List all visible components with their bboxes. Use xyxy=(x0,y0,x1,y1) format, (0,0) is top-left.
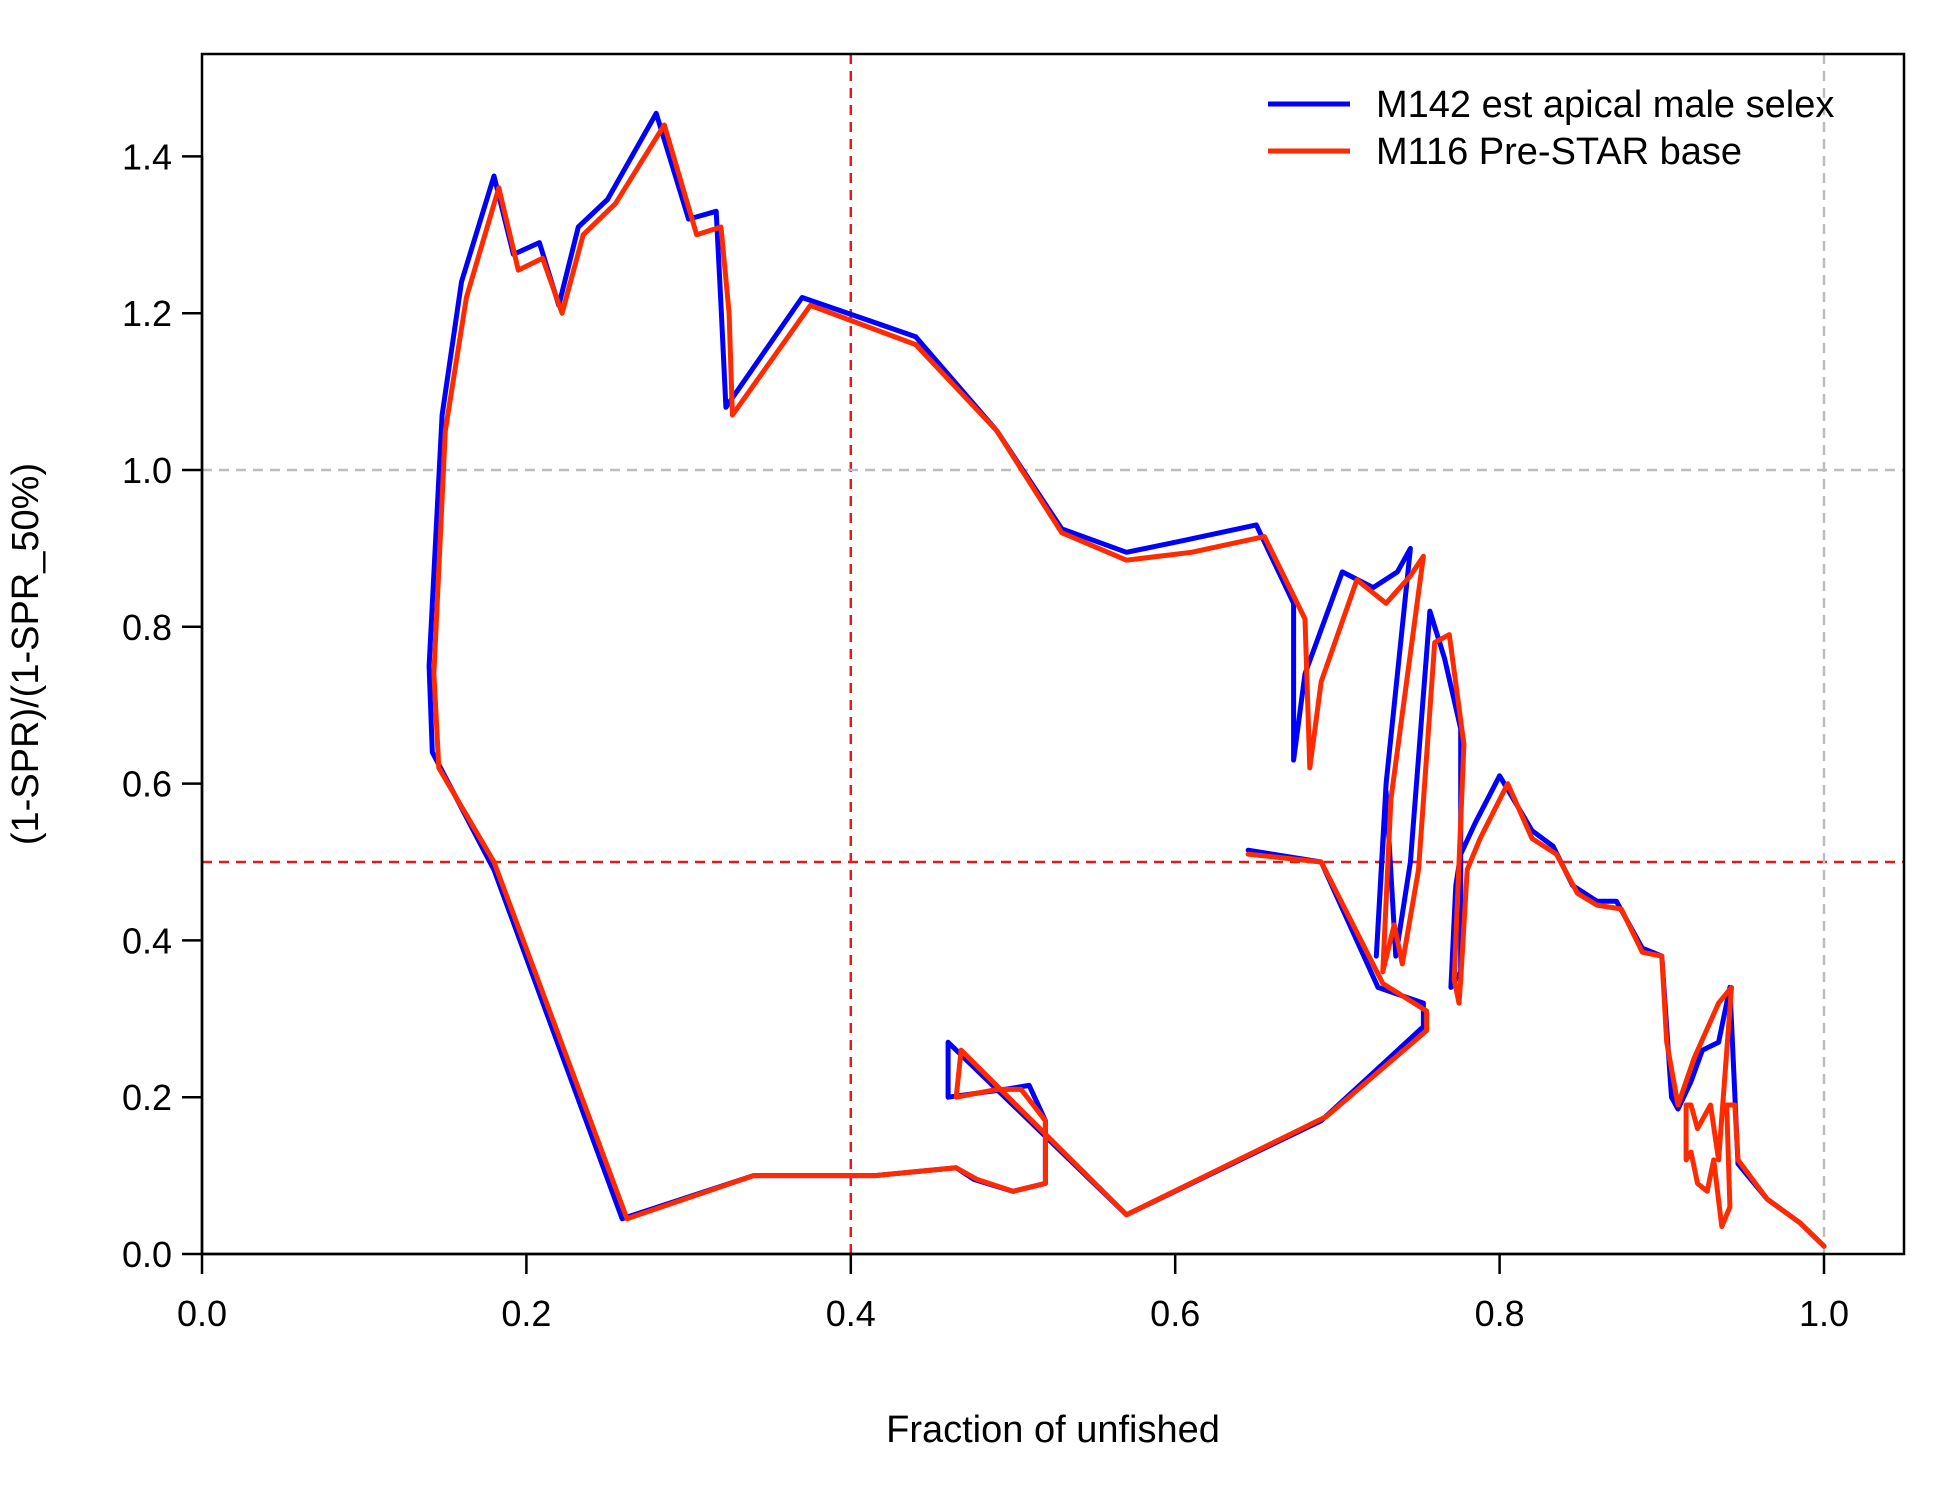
x-tick-label: 1.0 xyxy=(1799,1293,1849,1334)
y-tick-label: 1.2 xyxy=(122,293,172,334)
y-tick-label: 0.4 xyxy=(122,920,172,961)
y-tick-label: 0.8 xyxy=(122,607,172,648)
x-tick-label: 0.0 xyxy=(177,1293,227,1334)
legend-label-2: M116 Pre-STAR base xyxy=(1376,131,1742,173)
x-tick-label: 0.8 xyxy=(1475,1293,1525,1334)
y-tick-label: 1.4 xyxy=(122,136,172,177)
y-tick-label: 1.0 xyxy=(122,450,172,491)
legend-label-1: M142 est apical male selex xyxy=(1376,84,1834,126)
series-layer xyxy=(426,110,1827,1249)
x-tick-label: 0.6 xyxy=(1150,1293,1200,1334)
x-tick-label: 0.2 xyxy=(501,1293,551,1334)
y-axis: 0.0 0.2 0.4 0.6 0.8 1.0 1.2 1.4 xyxy=(122,136,204,1275)
reference-lines xyxy=(202,54,1904,1254)
y-axis-title: (1-SPR)/(1-SPR_50%) xyxy=(5,463,47,845)
y-tick-label: 0.0 xyxy=(122,1234,172,1275)
y-tick-label: 0.6 xyxy=(122,764,172,805)
x-tick-label: 0.4 xyxy=(826,1293,876,1334)
x-axis: 0.0 0.2 0.4 0.6 0.8 1.0 xyxy=(177,1252,1849,1334)
legend: M142 est apical male selex M116 Pre-STAR … xyxy=(1268,84,1834,173)
series-line-2 xyxy=(431,122,1827,1249)
y-tick-label: 0.2 xyxy=(122,1077,172,1118)
x-axis-title: Fraction of unfished xyxy=(886,1409,1220,1451)
